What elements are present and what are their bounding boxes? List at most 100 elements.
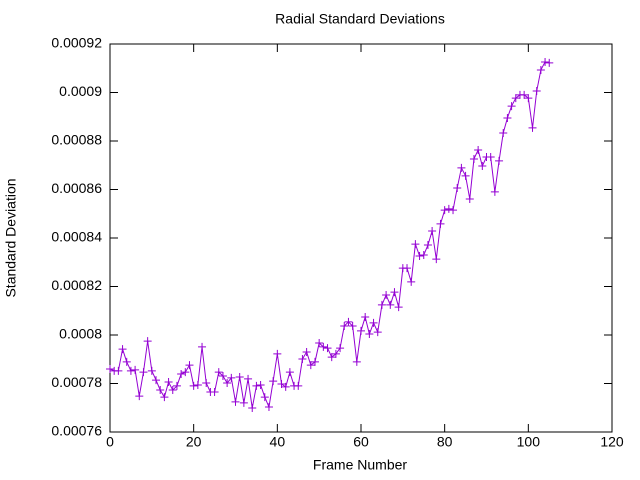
y-tick-label: 0.00078 bbox=[51, 374, 102, 390]
data-point bbox=[403, 264, 412, 273]
data-point bbox=[177, 370, 186, 379]
data-point bbox=[277, 379, 286, 388]
data-point bbox=[210, 387, 219, 396]
data-point bbox=[310, 357, 319, 366]
data-point bbox=[135, 392, 144, 401]
data-point bbox=[394, 303, 403, 312]
data-point bbox=[465, 194, 474, 203]
x-tick-label: 0 bbox=[106, 434, 114, 450]
data-point bbox=[503, 113, 512, 122]
data-point bbox=[373, 328, 382, 337]
data-point bbox=[106, 364, 114, 373]
y-axis-label: Standard Deviation bbox=[3, 178, 19, 297]
data-point bbox=[545, 58, 554, 67]
data-point bbox=[285, 368, 294, 377]
data-point bbox=[474, 145, 483, 154]
data-point bbox=[377, 300, 386, 309]
data-point bbox=[131, 365, 140, 374]
y-tick-label: 0.00092 bbox=[51, 35, 102, 51]
data-point bbox=[114, 366, 123, 375]
data-point bbox=[357, 326, 365, 335]
data-point bbox=[122, 357, 131, 366]
y-tick-label: 0.00088 bbox=[51, 132, 102, 148]
data-point bbox=[152, 376, 161, 385]
data-point bbox=[126, 366, 135, 375]
data-point bbox=[415, 251, 424, 260]
data-point bbox=[453, 184, 462, 193]
data-point bbox=[440, 206, 449, 215]
data-point bbox=[298, 355, 307, 364]
data-point bbox=[499, 128, 508, 137]
data-point bbox=[273, 349, 282, 358]
y-tick-label: 0.00082 bbox=[51, 277, 102, 293]
data-point bbox=[528, 123, 537, 132]
data-point bbox=[185, 361, 194, 370]
data-point bbox=[507, 102, 516, 111]
data-point bbox=[411, 240, 420, 249]
data-point bbox=[348, 322, 357, 331]
data-point bbox=[260, 393, 269, 402]
data-point bbox=[352, 357, 361, 366]
data-point bbox=[235, 372, 244, 381]
data-point bbox=[361, 313, 370, 322]
data-point bbox=[168, 386, 177, 395]
data-point bbox=[239, 398, 248, 407]
data-point bbox=[252, 381, 261, 390]
x-tick-label: 100 bbox=[517, 434, 541, 450]
data-point bbox=[336, 344, 345, 353]
data-point bbox=[214, 368, 223, 377]
data-point bbox=[386, 300, 395, 309]
data-point bbox=[486, 153, 495, 162]
data-point bbox=[532, 87, 541, 96]
data-point bbox=[306, 361, 315, 370]
data-line bbox=[109, 61, 550, 409]
data-point bbox=[193, 380, 202, 389]
x-tick-label: 40 bbox=[270, 434, 286, 450]
data-point bbox=[457, 163, 466, 172]
data-point bbox=[281, 382, 290, 391]
x-axis-label: Frame Number bbox=[313, 457, 407, 473]
data-point bbox=[244, 374, 253, 383]
data-point bbox=[227, 373, 236, 382]
data-point bbox=[490, 187, 499, 196]
data-point bbox=[256, 380, 265, 389]
data-point bbox=[419, 250, 428, 259]
data-point bbox=[436, 219, 445, 228]
data-point bbox=[365, 330, 374, 339]
y-tick-label: 0.00076 bbox=[51, 423, 102, 439]
y-tick-label: 0.00084 bbox=[51, 229, 102, 245]
data-point bbox=[231, 397, 240, 406]
data-point bbox=[118, 345, 127, 354]
data-point bbox=[315, 339, 324, 348]
chart-title: Radial Standard Deviations bbox=[275, 11, 445, 27]
data-point bbox=[160, 393, 169, 402]
x-tick-label: 60 bbox=[353, 434, 369, 450]
data-point bbox=[469, 154, 478, 163]
data-point bbox=[323, 344, 332, 353]
data-point bbox=[189, 381, 198, 390]
data-point bbox=[223, 379, 232, 388]
data-point bbox=[369, 318, 378, 327]
data-point bbox=[340, 322, 349, 331]
data-point bbox=[294, 381, 303, 390]
data-point bbox=[428, 226, 437, 235]
data-point bbox=[524, 94, 533, 103]
y-tick-label: 0.0008 bbox=[59, 326, 102, 342]
data-point bbox=[331, 349, 340, 358]
data-point bbox=[172, 381, 181, 390]
data-point bbox=[264, 403, 273, 412]
data-point bbox=[432, 255, 441, 264]
data-point bbox=[511, 94, 520, 103]
x-tick-label: 80 bbox=[437, 434, 453, 450]
data-point bbox=[143, 337, 152, 346]
data-point bbox=[198, 342, 207, 351]
y-tick-label: 0.00086 bbox=[51, 180, 102, 196]
data-point bbox=[164, 378, 173, 387]
data-point bbox=[269, 377, 278, 386]
data-point bbox=[327, 353, 336, 362]
data-point bbox=[390, 288, 399, 297]
data-point bbox=[139, 368, 148, 377]
data-point bbox=[536, 65, 545, 74]
x-tick-label: 20 bbox=[186, 434, 202, 450]
